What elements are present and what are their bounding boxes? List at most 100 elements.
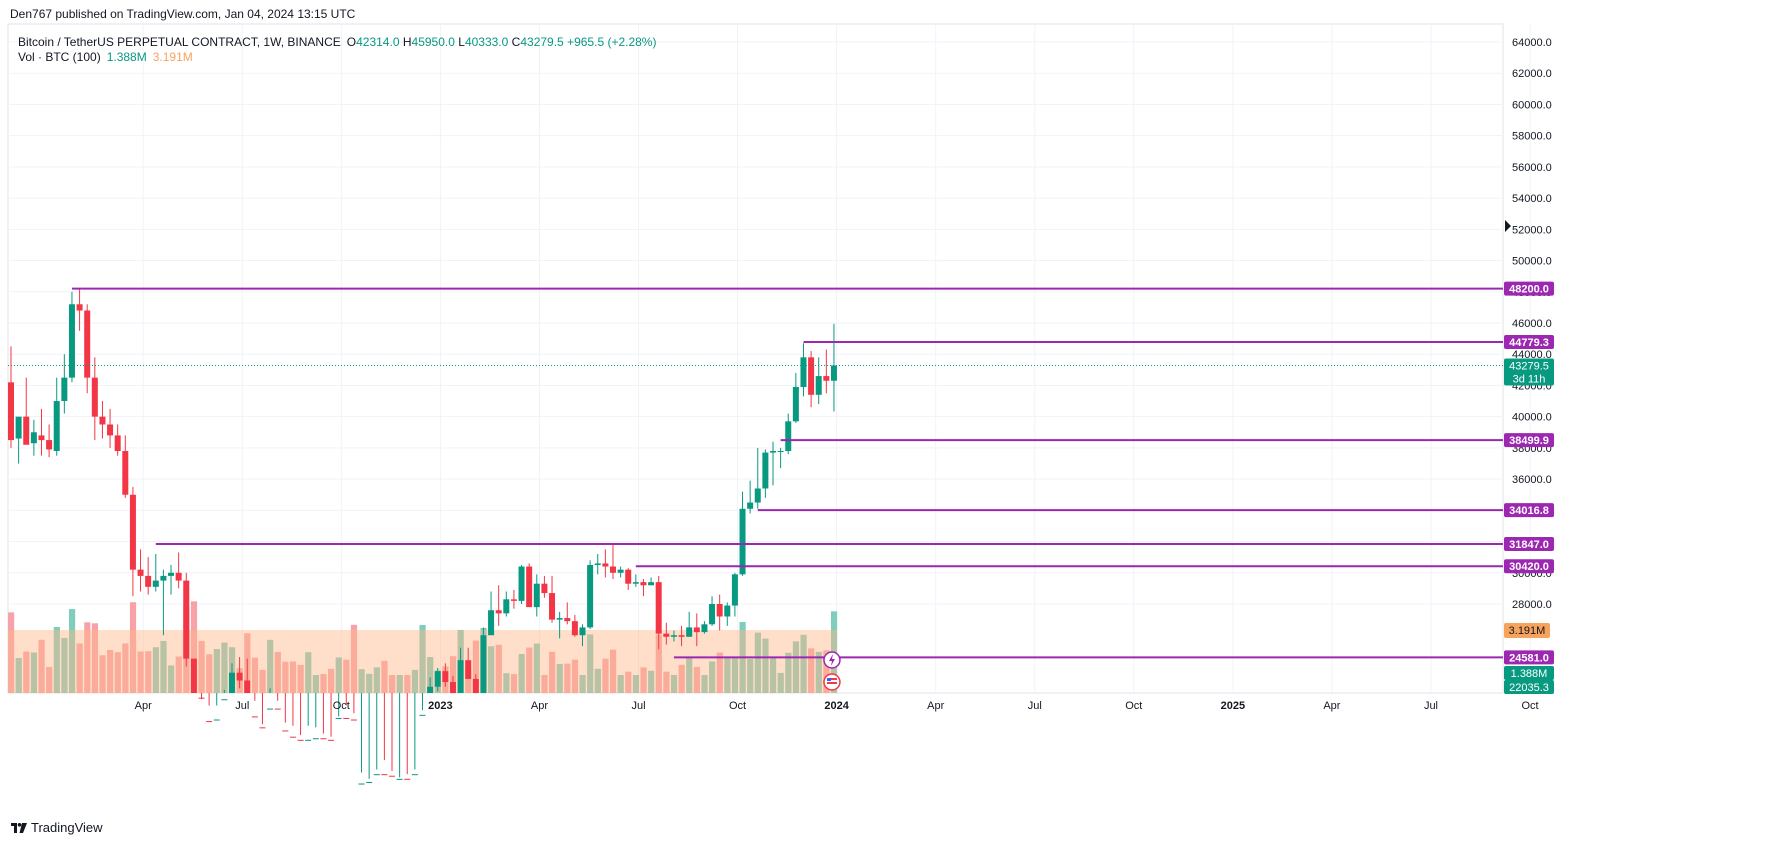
volume-legend-row: Vol · BTC (100) 1.388M 3.191M <box>18 50 656 65</box>
level-price-label: 30420.0 <box>1509 561 1549 573</box>
open-label: O <box>346 35 357 49</box>
volume-bar <box>206 654 213 693</box>
y-axis-tick-label: 54000.0 <box>1512 193 1552 205</box>
candle-body <box>587 564 594 628</box>
y-axis-tick-label: 58000.0 <box>1512 131 1552 143</box>
x-axis-tick-label: Apr <box>927 700 944 712</box>
volume-bar <box>617 675 624 693</box>
y-axis-tick-label: 62000.0 <box>1512 68 1552 80</box>
candle-body <box>343 717 350 719</box>
volume-bar <box>503 673 510 693</box>
volume-bar <box>815 651 822 693</box>
high-label: H <box>402 35 412 49</box>
candle-body <box>663 633 670 637</box>
tradingview-brand[interactable]: TradingView <box>11 820 103 835</box>
volume-bar <box>541 675 548 693</box>
volume-bar <box>76 643 83 693</box>
level-price-tag <box>1504 281 1554 296</box>
volume-bar <box>549 651 556 693</box>
lightning-glyph-icon <box>828 654 835 666</box>
candle-body <box>221 699 228 701</box>
symbol-title[interactable]: Bitcoin / TetherUS PERPETUAL CONTRACT, 1… <box>18 35 341 49</box>
volume-bar <box>594 668 601 693</box>
low-label: L <box>458 35 465 49</box>
volume-bar <box>213 649 220 693</box>
volume-bar <box>358 669 365 693</box>
candle-body <box>389 775 395 777</box>
volume-bar <box>716 652 723 693</box>
candle-body <box>617 569 624 573</box>
volume-bar <box>145 651 152 693</box>
volume-bar <box>762 638 769 693</box>
volume-bar <box>808 648 815 693</box>
volume-label[interactable]: Vol · BTC (100) <box>18 50 101 64</box>
candle-body <box>76 304 83 311</box>
volume-bar <box>46 666 53 693</box>
volume-bar <box>373 667 380 693</box>
candle-body <box>129 494 136 570</box>
current-price-label: 43279.5 <box>1509 360 1549 372</box>
candle-body <box>701 624 708 633</box>
y-axis-tick-label: 60000.0 <box>1512 99 1552 111</box>
volume-bar <box>30 652 38 693</box>
candle-body <box>251 716 258 718</box>
candle-body <box>350 719 357 721</box>
candle-body <box>427 686 434 693</box>
candle-body <box>274 708 281 710</box>
volume-bar <box>663 671 670 693</box>
candle-body <box>556 618 563 620</box>
candle-body <box>457 660 464 693</box>
level-price-tag <box>1504 650 1554 665</box>
candle-body <box>23 416 30 445</box>
volume-bar <box>152 647 159 693</box>
volume-bar <box>190 601 198 693</box>
volume-bar <box>168 665 175 693</box>
volume-bar <box>282 661 289 693</box>
volume-bar <box>678 664 685 693</box>
candle-body <box>213 719 220 721</box>
candle-body <box>678 635 685 637</box>
us-flag-stripe-icon <box>826 682 837 684</box>
candle-body <box>823 376 830 381</box>
candle-body <box>549 593 556 620</box>
candle-body <box>190 658 197 693</box>
volume-bar <box>305 652 312 693</box>
candle-body <box>442 671 449 683</box>
y-axis-tick-label: 36000.0 <box>1512 474 1552 486</box>
bar-countdown-label: 3d 11h <box>1513 373 1546 385</box>
level-price-tag <box>1504 559 1554 574</box>
volume-bar <box>510 674 518 693</box>
candle-body <box>137 569 144 576</box>
candle-body <box>84 310 91 378</box>
high-value: 45950.0 <box>411 35 455 49</box>
candle-body <box>518 566 525 601</box>
volume-bar <box>602 658 609 693</box>
y-axis-tick-label: 40000.0 <box>1512 412 1552 424</box>
open-value: 42314.0 <box>356 35 400 49</box>
y-axis-tick-label: 50000.0 <box>1512 256 1552 268</box>
candle-body <box>510 599 517 601</box>
candle-body <box>655 582 662 634</box>
candle-body <box>503 599 510 614</box>
y-axis-tick-label: 46000.0 <box>1512 318 1552 330</box>
volume-bar <box>533 643 540 693</box>
x-axis-tick-label: 2023 <box>428 700 452 712</box>
volume-bar <box>777 672 784 693</box>
y-axis-tick-label: 56000.0 <box>1512 162 1552 174</box>
candle-body <box>670 635 677 637</box>
candle-body <box>244 680 251 693</box>
candle-body <box>564 618 571 622</box>
level-price-label: 31847.0 <box>1509 539 1549 551</box>
candle-body <box>107 424 114 436</box>
volume-bar <box>221 642 228 693</box>
volume-bar <box>579 675 586 693</box>
volume-bar <box>655 634 662 693</box>
volume-bar <box>350 624 358 693</box>
volume-bar <box>693 666 700 693</box>
x-axis-tick-label: 2025 <box>1221 700 1245 712</box>
volume-bar <box>137 651 144 693</box>
candle-body <box>183 580 190 659</box>
candle-body <box>739 508 746 575</box>
candle-body <box>465 660 472 679</box>
